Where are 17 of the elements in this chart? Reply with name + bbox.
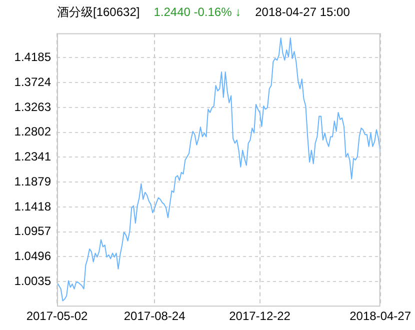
y-tick-label: 1.0496 (14, 249, 52, 264)
y-tick-label: 1.0035 (14, 274, 52, 288)
y-tick-label: 1.1418 (14, 199, 52, 214)
y-tick-label: 1.0957 (14, 224, 52, 238)
x-tick-label: 2017-05-02 (26, 309, 88, 324)
x-tick-label: 2018-04-27 (350, 309, 412, 324)
y-tick-label: 1.3263 (14, 100, 52, 114)
y-tick-label: 1.1879 (14, 174, 52, 188)
x-tick-label: 2017-12-22 (229, 309, 291, 324)
text: 2018-04-27 15:00 (255, 5, 350, 19)
chart-subtitle: 1.2440 -0.16% ↓ (154, 5, 242, 19)
y-tick-label: 1.4185 (14, 50, 52, 64)
y-tick-label: 1.2341 (14, 150, 52, 164)
chart-title: 酒分级[160632] (57, 5, 140, 19)
y-tick-label: 1.2802 (14, 124, 52, 139)
y-tick-label: 1.3724 (14, 74, 52, 89)
x-tick-label: 2017-08-24 (124, 309, 186, 324)
